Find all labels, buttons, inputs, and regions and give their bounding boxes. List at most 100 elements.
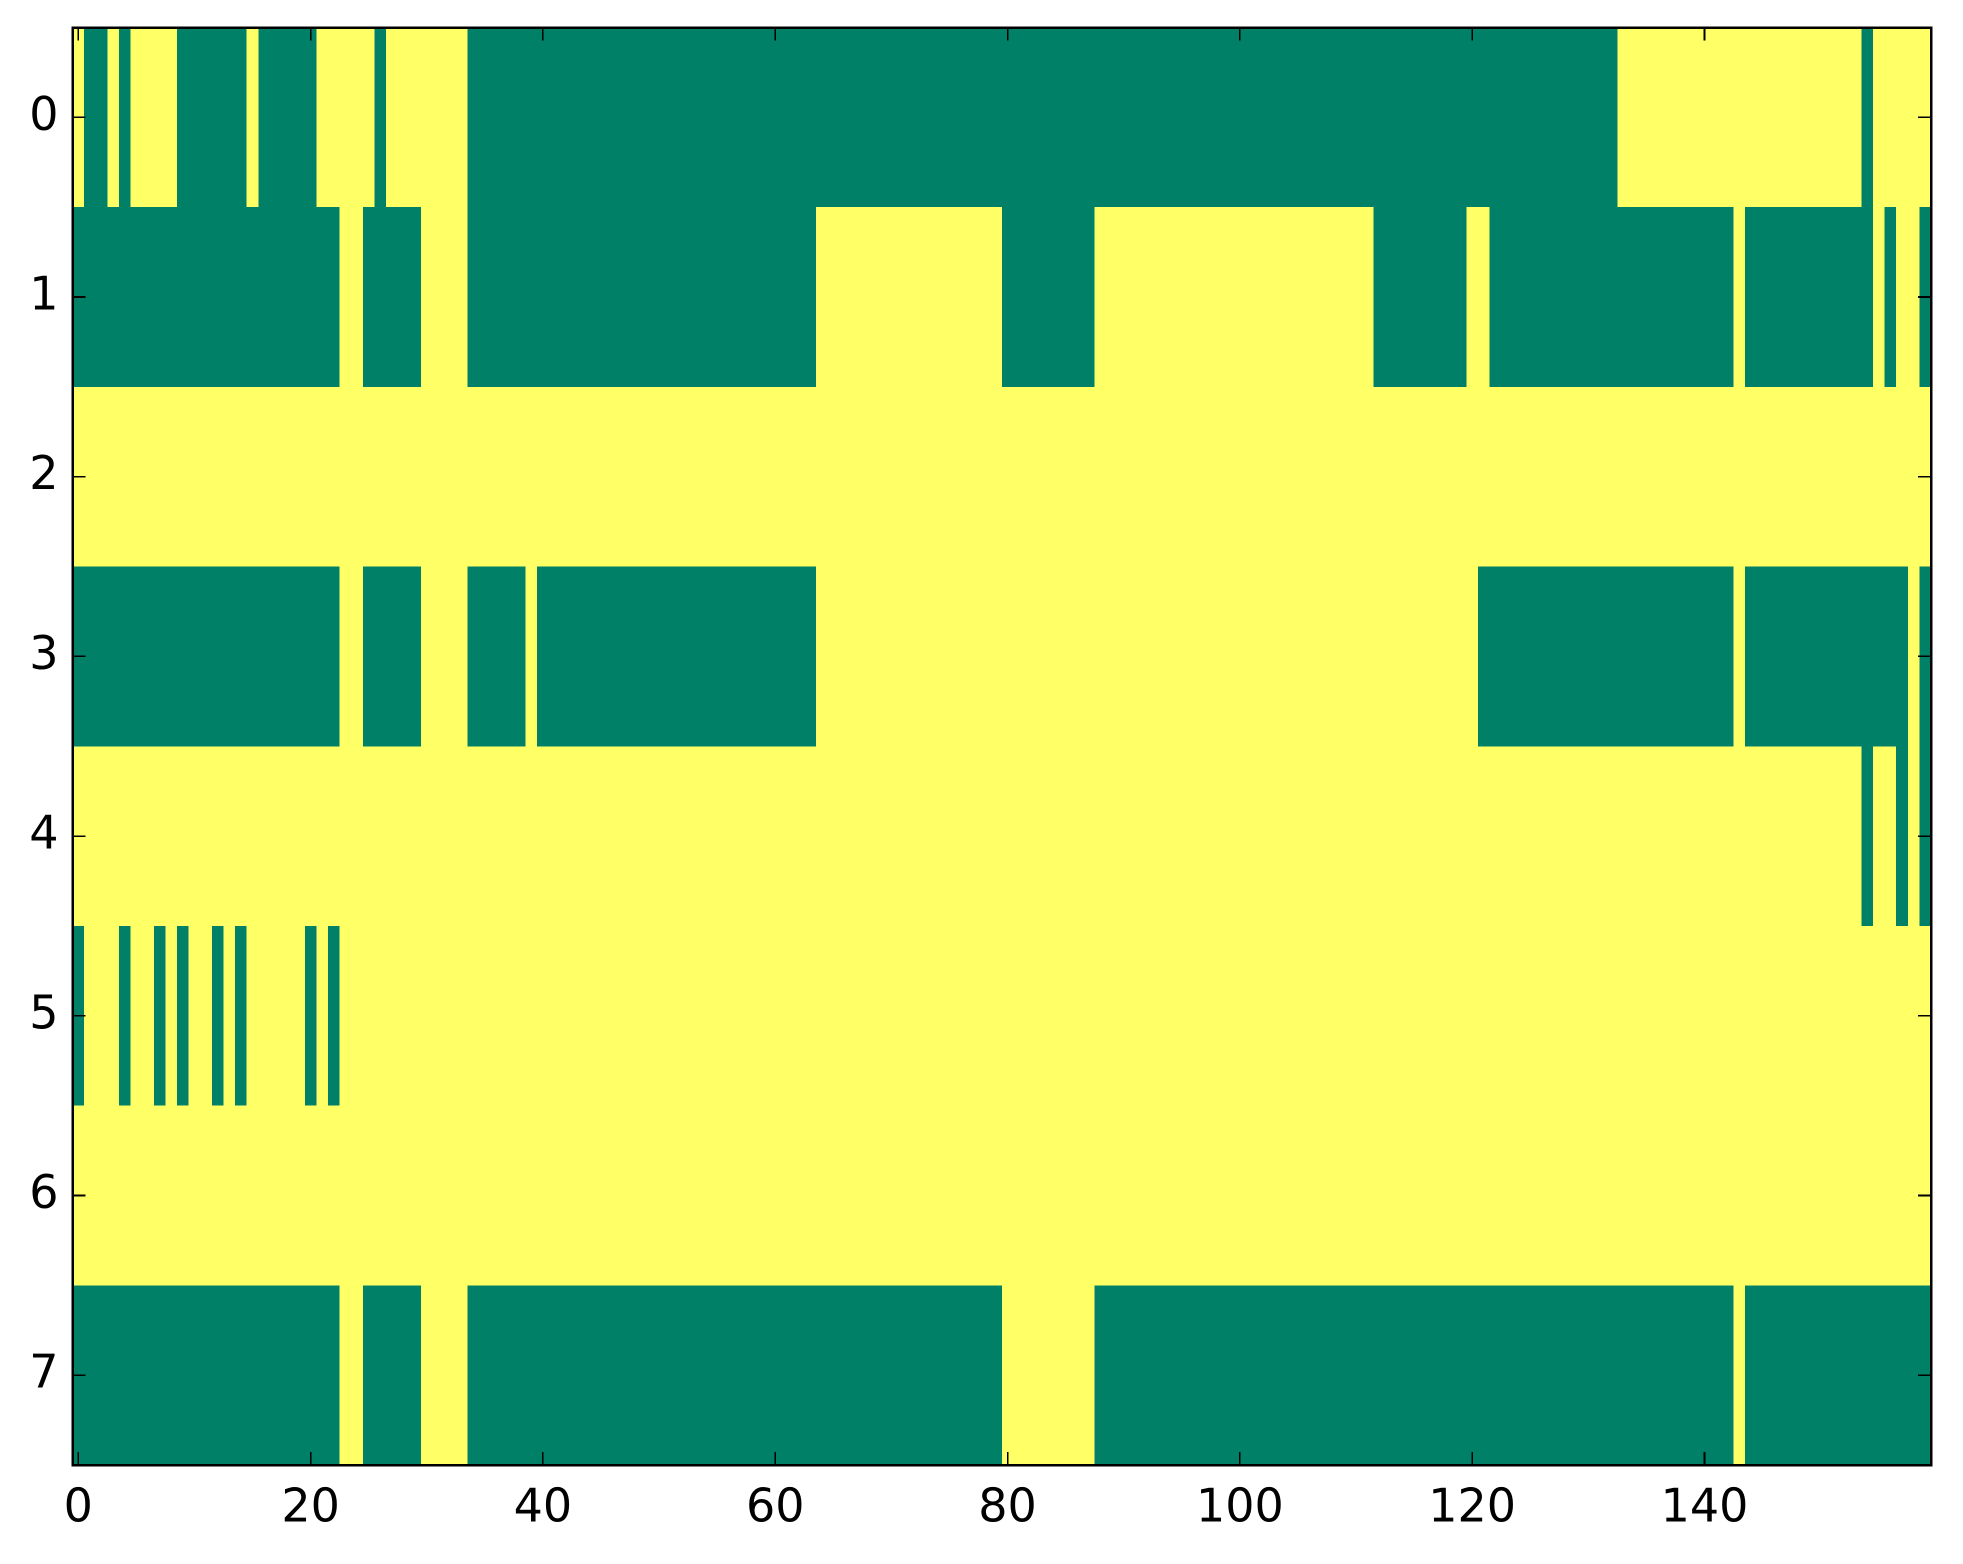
cell [746,746,759,927]
cell [95,746,108,927]
cell [606,386,620,568]
cell [1141,925,1154,1107]
cell [1059,1105,1073,1286]
cell [432,1105,445,1286]
cell [1582,1105,1595,1286]
cell [885,746,898,927]
cell [304,1105,318,1286]
cell [781,386,794,568]
cell [107,925,120,1107]
cell [490,566,503,747]
cell [165,1105,178,1286]
x-tick-label: 60 [746,1479,805,1533]
cell [1257,1285,1270,1466]
cell [1059,925,1073,1107]
cell [943,1105,956,1286]
cell [1257,207,1270,388]
cell [595,1285,608,1466]
cell [188,566,201,747]
cell [95,27,108,208]
cell [1872,746,1886,927]
cell [537,1285,550,1466]
cell [1710,925,1723,1107]
cell [1861,27,1874,208]
cell [1838,1105,1851,1286]
cell [1803,1105,1816,1286]
cell [990,566,1003,747]
cell [84,746,97,927]
cell [1640,746,1653,927]
cell [1129,746,1142,927]
cell [513,27,527,208]
cell [1210,746,1224,927]
cell [1013,566,1026,747]
cell [1059,746,1073,927]
x-tick-label: 0 [64,1479,93,1533]
cell [1396,27,1409,208]
cell [664,207,678,388]
cell [757,207,771,388]
cell [1175,746,1189,927]
cell [1698,27,1711,208]
cell [792,1285,805,1466]
cell [1698,386,1711,568]
cell [1245,1285,1258,1466]
cell [1210,1105,1224,1286]
cell [990,207,1003,388]
x-tick-label: 40 [514,1479,573,1533]
cell [1477,746,1491,927]
cell [839,207,852,388]
cell [839,566,852,747]
cell [1512,925,1526,1107]
cell [1675,746,1688,927]
cell [1024,925,1038,1107]
cell [1466,566,1479,747]
cell [351,386,364,568]
cell [978,925,991,1107]
y-tick-label: 0 [29,87,58,141]
cell [1524,386,1537,568]
cell [1292,207,1305,388]
cell [1849,1285,1862,1466]
cell [386,1285,399,1466]
cell [188,386,201,568]
cell [1292,566,1305,747]
cell [258,207,271,388]
cell [1884,1285,1897,1466]
cell [293,1105,306,1286]
cell [339,386,352,568]
cell [1094,1105,1107,1286]
cell [1280,207,1293,388]
cell [618,207,631,388]
cell [1315,746,1328,927]
cell [653,207,666,388]
cell [1431,925,1444,1107]
cell [1803,746,1816,927]
cell [1570,566,1584,747]
cell [490,1285,503,1466]
cell [1024,746,1038,927]
cell [1536,207,1549,388]
cell [815,566,829,747]
cell [1489,1285,1502,1466]
cell [1199,925,1212,1107]
cell [455,1285,469,1466]
cell [943,27,956,208]
cell [850,566,863,747]
cell [281,925,294,1107]
cell [1663,1105,1677,1286]
cell [1454,566,1467,747]
cell [1466,386,1479,568]
cell [1071,207,1084,388]
cell [1466,925,1479,1107]
cell [571,1105,585,1286]
cell [1687,27,1700,208]
cell [688,746,701,927]
cell [1350,386,1363,568]
cell [1570,386,1584,568]
cell [664,925,678,1107]
cell [537,386,550,568]
cell [269,746,283,927]
cell [258,566,271,747]
